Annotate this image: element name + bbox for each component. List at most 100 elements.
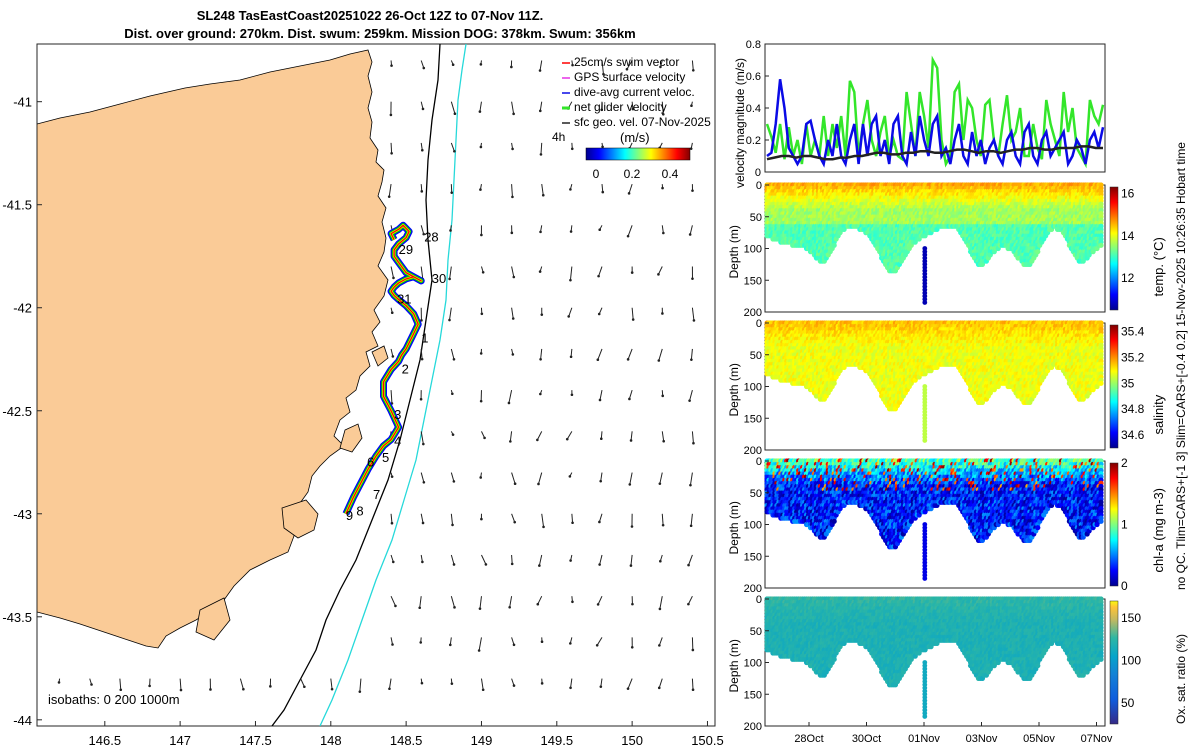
geo-arrow-head [451,392,454,395]
geo-arrow-head [451,524,454,527]
geo-arrow-head [536,439,539,442]
geo-arrow-head [418,606,421,609]
vel-ytick-label: 0.6 [746,71,761,83]
geo-arrow-head [628,483,631,486]
geo-arrow-head [512,353,515,356]
geo-arrow-head [539,358,542,361]
geo-arrow-head [453,150,456,153]
geo-arrow-head [512,276,515,279]
geo-arrow-head [242,688,245,691]
geo-arrow-head [569,475,572,478]
geo-arrow-head [599,399,602,402]
day-label: 9 [346,508,353,523]
geo-arrow-head [511,148,514,151]
geo-arrow [512,555,513,564]
geo-arrow-head [688,399,691,402]
geo-arrow-head [511,232,514,235]
geo-arrow-head [689,233,692,236]
section-ytick-label: 50 [750,212,762,224]
geo-arrow-head [569,687,572,690]
geo-arrow-head [391,475,394,478]
geo-arrow-head [692,442,695,445]
geo-arrow-head [180,689,183,692]
geo-arrow-head [423,481,426,484]
geo-arrow-head [303,685,306,688]
geo-arrow-head [359,690,362,693]
section-sample [1035,249,1040,254]
geo-arrow-head [450,191,453,194]
geo-arrow-head [482,271,485,274]
geo-arrow-head [571,521,574,524]
geo-arrow-head [632,318,635,321]
geo-arrow-head [482,688,485,691]
geo-arrow-head [511,196,514,199]
geo-arrow-head [628,192,631,195]
geo-arrow-head [539,270,542,273]
geo-arrow-head [422,67,425,70]
geo-arrow-head [422,443,425,446]
colorbar-tick-0: 0 [593,167,600,181]
geo-arrow-head [419,641,422,644]
geo-arrow-head [571,393,574,396]
vel-ylabel: velocity magnitude (m/s) [733,58,747,188]
geo-arrow-head [390,152,393,155]
geo-arrow-head [597,275,600,278]
vel-ytick-label: 0.4 [746,103,761,115]
geo-arrow-head [452,63,455,66]
vel-ytick-label: 0.2 [746,135,761,147]
geo-arrow-head [539,69,542,72]
section-sample-deep [922,300,927,305]
geo-arrow-head [331,688,334,691]
geo-arrow-head [390,114,393,117]
map-xtick-label: 149.5 [541,733,574,748]
section-sample [1098,243,1103,248]
geo-arrow-head [513,644,516,647]
map-xtick-label: 148.5 [390,733,423,748]
geo-arrow-head [536,603,539,606]
geo-arrow-head [454,112,457,115]
geo-arrow-head [453,563,456,566]
map-ytick-label: -43.5 [2,610,32,625]
isobath-label: isobaths: 0 200 1000m [48,692,180,707]
geo-arrow-head [479,607,482,610]
geo-arrow-head [566,438,569,441]
geo-arrow-head [571,600,574,603]
geo-arrow-head [659,608,662,611]
geo-arrow-head [508,606,511,609]
geo-arrow-head [422,108,425,111]
legend-swim-vector: 25cm/s swim vector [574,55,679,69]
geo-arrow [391,143,392,153]
geo-arrow-head [693,319,696,322]
geo-arrow-head [690,358,693,361]
geo-arrow-head [480,400,483,403]
geo-arrow-head [542,526,545,529]
geo-arrow-head [388,195,391,198]
geo-arrow-head [687,564,690,567]
section-sample [832,243,837,248]
geo-arrow-head [508,402,511,405]
geo-arrow-head [392,277,395,280]
geo-arrow-head [514,482,517,485]
vel-ytick-label: 0 [755,167,761,179]
geo-arrow-head [600,685,603,688]
geo-arrow-head [542,194,545,197]
legend-4h: 4h [552,130,565,144]
geo-arrow-head [421,149,424,152]
geo-arrow-head [570,230,573,233]
day-label: 30 [432,271,446,286]
geo-arrow-head [58,681,61,684]
map-ytick-label: -43 [13,507,32,522]
geo-arrow-head [391,311,394,314]
geo-arrow-head [269,685,272,688]
section-sample [832,381,837,386]
day-label: 1 [421,331,428,346]
map-xtick-label: 150 [621,733,643,748]
geo-arrow-head [597,358,600,361]
geo-arrow-head [421,358,424,361]
geo-arrow-head [453,606,456,609]
geo-arrow-head [422,522,425,525]
legend-gps-velocity: GPS surface velocity [574,70,685,84]
geo-arrow-head [692,69,695,72]
geo-arrow-head [538,564,541,567]
